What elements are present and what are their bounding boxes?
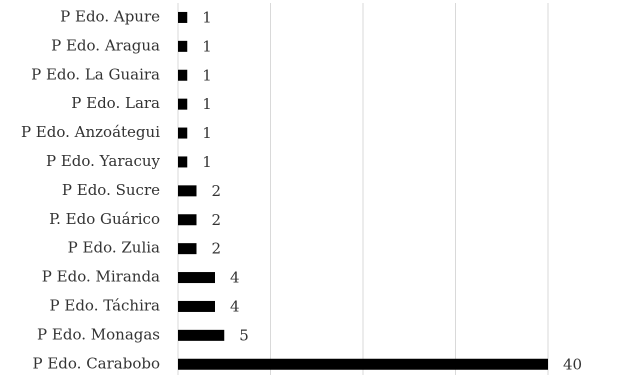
bar bbox=[178, 272, 215, 284]
gridlines bbox=[177, 3, 549, 375]
bar bbox=[178, 156, 188, 168]
category-label: P Edo. Táchira bbox=[50, 296, 161, 314]
bar bbox=[178, 243, 197, 255]
bar bbox=[178, 127, 188, 139]
category-label: P Edo. Apure bbox=[60, 7, 160, 25]
category-label: P Edo. Lara bbox=[71, 94, 160, 112]
category-labels: P Edo. Apure P Edo. Aragua P Edo. La Guair… bbox=[21, 7, 161, 372]
bar bbox=[178, 358, 548, 370]
bars bbox=[178, 11, 548, 370]
bar bbox=[178, 69, 188, 81]
data-label: 1 bbox=[202, 37, 212, 55]
category-label: P Edo. Sucre bbox=[62, 181, 160, 199]
data-label: 1 bbox=[202, 124, 212, 142]
data-label: 1 bbox=[202, 153, 212, 171]
data-label: 5 bbox=[239, 326, 249, 344]
bar bbox=[178, 185, 197, 197]
data-label: 2 bbox=[212, 240, 222, 258]
data-label: 2 bbox=[212, 211, 222, 229]
category-label: P Edo. Anzoátegui bbox=[21, 123, 160, 141]
data-label: 1 bbox=[202, 8, 212, 26]
data-label: 1 bbox=[202, 95, 212, 113]
category-label: P. Edo Guárico bbox=[49, 210, 160, 228]
category-label: P Edo. Monagas bbox=[37, 325, 160, 343]
bar bbox=[178, 40, 188, 52]
category-label: P Edo. La Guaira bbox=[31, 65, 160, 83]
category-label: P Edo. Miranda bbox=[42, 268, 160, 286]
data-label: 4 bbox=[230, 269, 240, 287]
category-label: P Edo. Aragua bbox=[51, 36, 160, 54]
data-label: 2 bbox=[212, 182, 222, 200]
bar bbox=[178, 329, 225, 341]
data-label: 1 bbox=[202, 66, 212, 84]
bar bbox=[178, 98, 188, 110]
bar bbox=[178, 11, 188, 23]
data-label: 4 bbox=[230, 297, 240, 315]
category-label: P Edo. Zulia bbox=[68, 239, 160, 257]
bar bbox=[178, 214, 197, 226]
category-label: P Edo. Carabobo bbox=[32, 354, 160, 372]
data-label: 40 bbox=[563, 355, 582, 373]
bar bbox=[178, 300, 215, 312]
category-label: P Edo. Yaracuy bbox=[46, 152, 161, 170]
